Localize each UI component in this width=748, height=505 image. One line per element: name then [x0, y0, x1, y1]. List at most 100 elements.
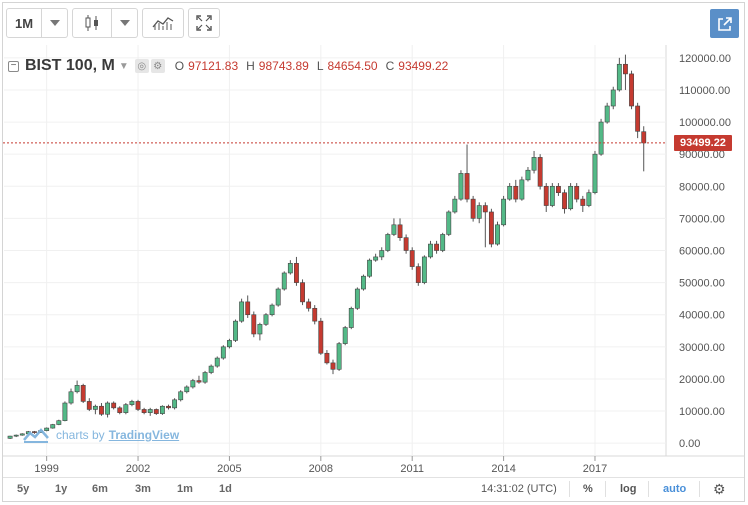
candle-body	[342, 327, 348, 344]
high-key: H	[246, 59, 255, 73]
candle-body	[245, 301, 251, 316]
candle-body	[440, 234, 446, 251]
toolbar: 1M	[6, 8, 220, 40]
candle-body	[74, 385, 80, 393]
y-tick-label: 50000.00	[679, 278, 725, 290]
candle-body	[269, 304, 275, 316]
indicators-button[interactable]	[142, 8, 184, 38]
candle-body	[446, 211, 452, 235]
range-5y-button[interactable]: 5y	[17, 483, 30, 495]
candle-body	[397, 224, 403, 238]
candle-body	[507, 185, 513, 200]
range-6m-button[interactable]: 6m	[92, 483, 108, 495]
candle-body	[7, 435, 13, 439]
candle-body	[275, 288, 281, 306]
candle-body	[44, 427, 50, 431]
candle-body	[178, 391, 184, 401]
bottom-divider	[699, 481, 700, 497]
candle-body	[488, 211, 494, 245]
candle-body	[318, 320, 324, 354]
tradingview-watermark[interactable]: charts by TradingView	[22, 427, 179, 443]
chart-style-button[interactable]	[72, 8, 112, 38]
log-toggle[interactable]: log	[620, 483, 637, 495]
y-tick-label: 80000.00	[679, 181, 725, 193]
range-1d-button[interactable]: 1d	[219, 483, 232, 495]
candle-body	[391, 224, 397, 235]
candle-body	[50, 424, 56, 429]
candle-body	[257, 324, 263, 335]
candle-body	[482, 205, 488, 213]
range-3m-button[interactable]: 3m	[135, 483, 151, 495]
candle-body	[592, 153, 598, 194]
candle-body	[385, 234, 391, 251]
candle-body	[287, 263, 293, 274]
watermark-prefix: charts by	[56, 428, 105, 442]
candle-body	[135, 401, 141, 410]
candle-body	[373, 256, 379, 261]
candle-body	[531, 157, 537, 171]
percent-toggle[interactable]: %	[583, 483, 593, 495]
candle-body	[379, 250, 385, 258]
candle-body	[623, 63, 628, 75]
candle-body	[434, 243, 440, 251]
candle-body	[226, 340, 232, 348]
chevron-down-icon	[49, 20, 60, 26]
y-tick-label: 70000.00	[679, 213, 725, 225]
candle-body	[294, 263, 299, 283]
interval-button[interactable]: 1M	[6, 8, 42, 38]
candle-body	[513, 185, 519, 200]
candle-body	[458, 173, 464, 200]
candle-body	[147, 409, 153, 413]
range-1y-button[interactable]: 1y	[55, 483, 68, 495]
y-tick-label: 110000.00	[679, 85, 730, 97]
candle-body	[202, 372, 208, 383]
low-key: L	[316, 59, 324, 73]
watermark-brand-link[interactable]: TradingView	[108, 428, 180, 442]
candle-body	[306, 301, 312, 309]
candle-body	[166, 405, 171, 409]
y-tick-label: 40000.00	[679, 310, 725, 322]
candle-body	[616, 63, 622, 91]
tradingview-logo-icon	[23, 428, 49, 443]
fullscreen-icon	[196, 15, 212, 31]
candle-body	[641, 131, 647, 144]
candle-body	[501, 198, 507, 226]
candle-body	[239, 301, 245, 322]
candle-body	[251, 314, 257, 335]
candle-body	[476, 205, 482, 219]
bottom-divider	[648, 481, 649, 497]
candle-body	[117, 407, 123, 413]
chart-canvas[interactable]: 0.00 10000.00 20000.00 30000.00 40000.00 5000…	[0, 0, 748, 478]
fullscreen-button[interactable]	[188, 8, 220, 38]
candle-body	[62, 402, 68, 421]
open-key: O	[174, 59, 185, 73]
chart-style-dropdown-button[interactable]	[112, 8, 138, 38]
interval-dropdown-button[interactable]	[42, 8, 68, 38]
candle-body	[312, 307, 318, 322]
symbol-caret-icon[interactable]: ▼	[118, 60, 129, 72]
candle-body	[99, 405, 104, 415]
range-1m-button[interactable]: 1m	[177, 483, 193, 495]
utc-time[interactable]: 14:31:02 (UTC)	[481, 483, 557, 495]
chart-style-group	[72, 8, 138, 40]
candle-body	[629, 73, 634, 107]
settings-small-icon[interactable]: ⚙	[150, 59, 165, 73]
popout-button[interactable]	[710, 9, 739, 38]
candle-body	[68, 391, 74, 404]
high-value: 98743.89	[258, 59, 309, 73]
last-price-label: 93499.22	[674, 134, 732, 151]
auto-toggle[interactable]: auto	[663, 483, 687, 495]
popout-icon	[717, 16, 732, 31]
candle-body	[464, 173, 470, 200]
symbol-title[interactable]: BIST 100, M	[25, 57, 115, 74]
candle-body	[428, 243, 433, 258]
candle-body	[568, 185, 574, 210]
candle-body	[555, 185, 561, 194]
y-tick-label: 60000.00	[679, 246, 725, 258]
visibility-icon[interactable]: ◎	[134, 59, 149, 73]
candle-body	[300, 282, 305, 303]
legend-collapse-icon[interactable]: −	[8, 60, 19, 72]
gear-icon[interactable]: ⚙	[713, 481, 726, 497]
candle-body	[13, 434, 19, 437]
low-value: 84654.50	[327, 59, 378, 73]
